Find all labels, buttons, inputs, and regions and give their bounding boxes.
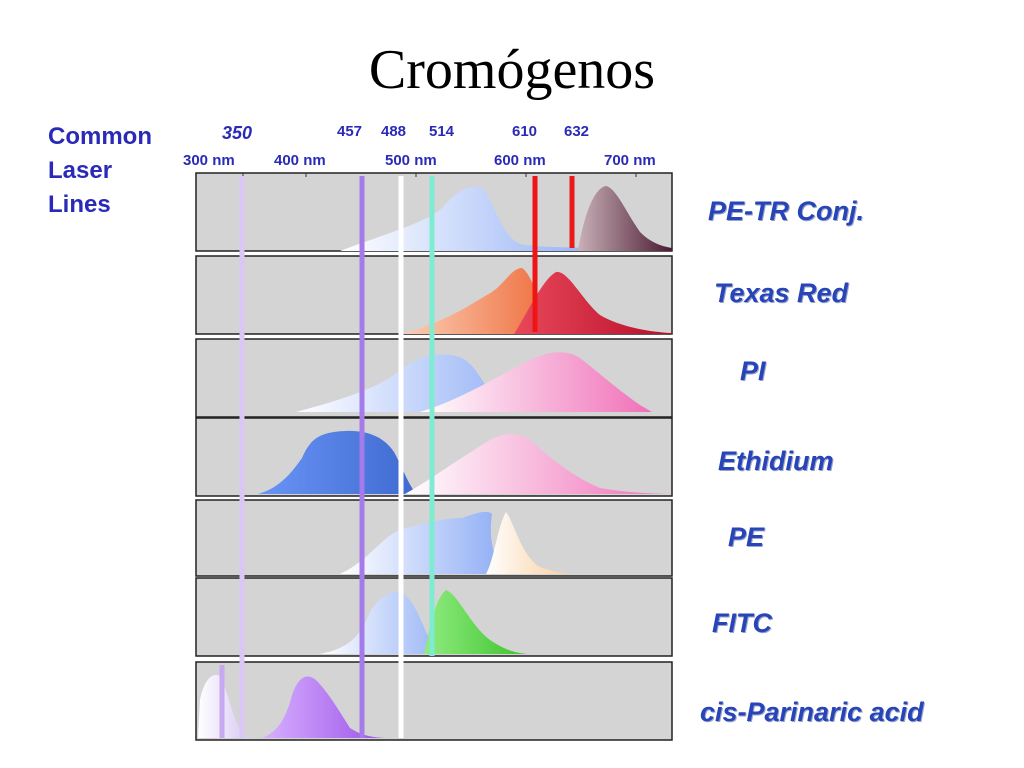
dye-label-pe-tr-conj: PE-TR Conj. xyxy=(708,196,864,226)
dye-label-texas-red: Texas Red xyxy=(714,278,849,308)
laser-heading-line-2: Laser xyxy=(48,157,113,184)
pe-tr-absorption-curve xyxy=(340,186,620,251)
pe-emission-curve xyxy=(486,512,580,574)
dye-label-pe: PE xyxy=(728,522,765,552)
laser-label-457: 457 xyxy=(337,123,363,140)
laser-label-350: 350 xyxy=(222,123,253,143)
axis-label-700nm: 700 nm xyxy=(604,152,656,169)
pe-absorption-curve xyxy=(340,511,510,574)
laser-label-514: 514 xyxy=(429,123,455,140)
laser-lines-heading: Common Laser Lines xyxy=(48,120,152,222)
panel-frame xyxy=(195,661,673,741)
laser-heading-line-1: Common xyxy=(48,123,152,150)
dye-label-ethidium: Ethidium xyxy=(718,446,834,476)
ethidium-absorption-curve xyxy=(258,430,416,494)
axis-label-300nm: 300 nm xyxy=(183,152,235,169)
ethidium-emission-curve xyxy=(405,434,672,494)
cis-parinaric-emission-curve xyxy=(262,676,390,738)
axis-label-600nm: 600 nm xyxy=(494,152,546,169)
laser-label-610: 610 xyxy=(512,123,538,140)
fitc-absorption-curve xyxy=(320,591,460,654)
axis-label-400nm: 400 nm xyxy=(274,152,326,169)
laser-label-488: 488 xyxy=(381,123,407,140)
fitc-emission-curve xyxy=(424,590,528,654)
slide-title: Cromógenos xyxy=(368,39,656,101)
laser-heading-line-3: Lines xyxy=(48,191,111,218)
pe-tr-emission-curve xyxy=(578,186,672,251)
laser-label-632: 632 xyxy=(564,123,590,140)
axis-label-500nm: 500 nm xyxy=(385,152,437,169)
dye-label-cis-parinaric-acid: cis-Parinaric acid xyxy=(700,697,924,727)
panel-cis-parinaric-acid xyxy=(195,661,673,741)
texas-red-absorption-curve xyxy=(400,268,556,334)
dye-label-fitc: FITC xyxy=(712,608,772,638)
dye-label-pi: PI xyxy=(740,356,766,386)
pi-emission-curve xyxy=(420,352,652,412)
texas-red-emission-curve xyxy=(514,271,672,334)
